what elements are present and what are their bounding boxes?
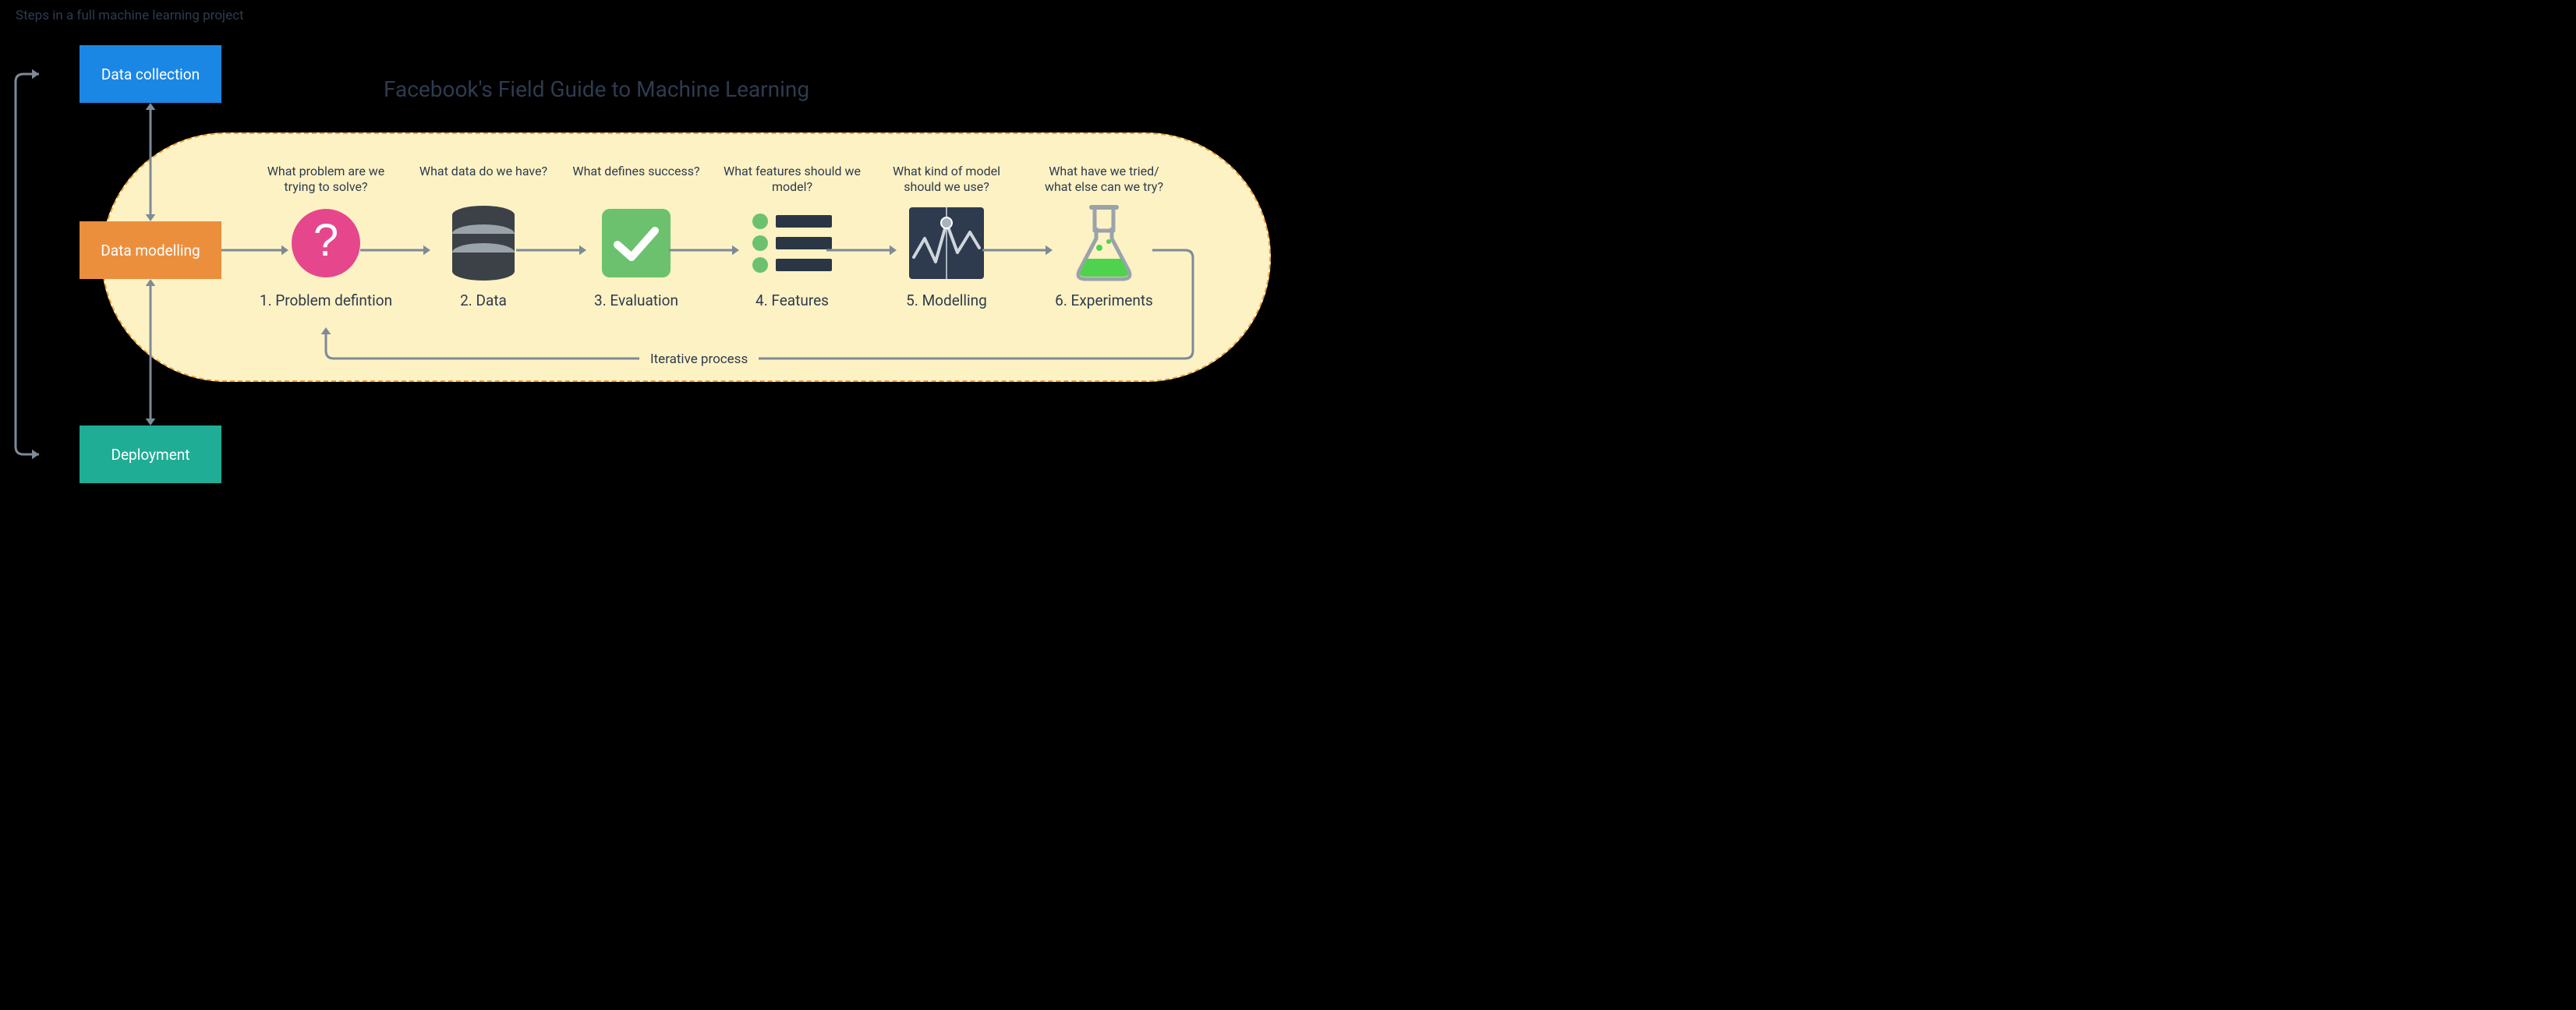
- connector-lines: [0, 0, 1288, 505]
- iterative-label: Iterative process: [639, 351, 759, 367]
